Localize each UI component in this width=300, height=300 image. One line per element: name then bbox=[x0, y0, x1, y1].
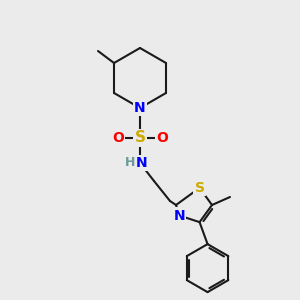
Text: O: O bbox=[112, 131, 124, 145]
Text: H: H bbox=[125, 157, 135, 169]
Text: S: S bbox=[195, 181, 205, 195]
Text: O: O bbox=[156, 131, 168, 145]
Text: S: S bbox=[134, 130, 146, 146]
Text: N: N bbox=[174, 208, 185, 223]
Text: N: N bbox=[136, 156, 148, 170]
Text: N: N bbox=[134, 101, 146, 115]
